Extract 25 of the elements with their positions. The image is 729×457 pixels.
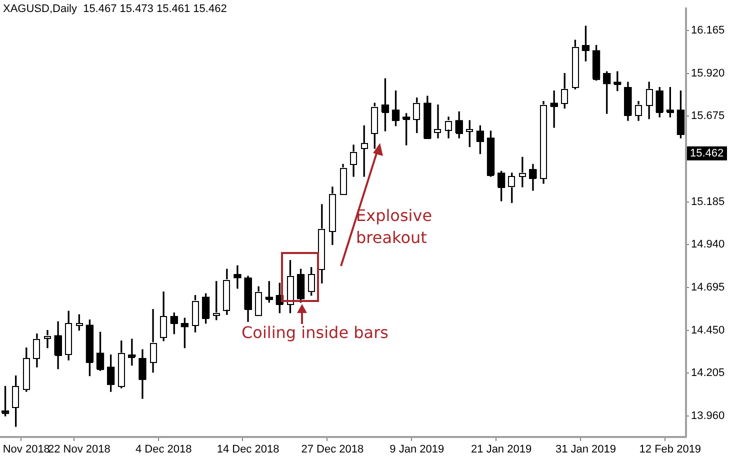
x-tick-label: 21 Jan 2019: [471, 444, 532, 456]
y-tick-label: 15.185: [691, 196, 725, 208]
y-tick-label: 14.695: [691, 282, 725, 294]
y-tick-label: 14.205: [691, 367, 725, 380]
y-tick-label: 14.450: [691, 324, 725, 336]
x-tick-label: 22 Nov 2018: [48, 444, 110, 456]
y-tick-label: 14.940: [691, 238, 725, 251]
candlestick: [550, 90, 558, 128]
annotation: Explosive breakout: [356, 205, 434, 249]
x-tick-label: 31 Jan 2019: [555, 444, 616, 456]
x-tick-label: 9 Jan 2019: [390, 444, 444, 456]
x-tick-label: 27 Dec 2018: [301, 444, 364, 456]
x-tick-label: 14 Dec 2018: [216, 444, 280, 456]
x-tick-label: 12 Feb 2019: [639, 444, 702, 456]
x-tick-label: Nov 2018: [2, 444, 50, 456]
y-tick-label: 13.960: [691, 410, 725, 422]
annotation: 15.462: [690, 147, 724, 160]
x-tick-label: 4 Dec 2018: [135, 444, 192, 456]
y-tick-label: 15.675: [691, 110, 725, 122]
chart-title: XAGUSD,Daily 15.467 15.473 15.461 15.462: [3, 3, 227, 15]
annotation: Coiling inside bars: [240, 322, 390, 344]
y-tick-label: 15.920: [691, 67, 725, 80]
y-tick-label: 16.165: [691, 24, 725, 36]
candlestick: [234, 265, 242, 289]
candlestick: [434, 104, 442, 138]
